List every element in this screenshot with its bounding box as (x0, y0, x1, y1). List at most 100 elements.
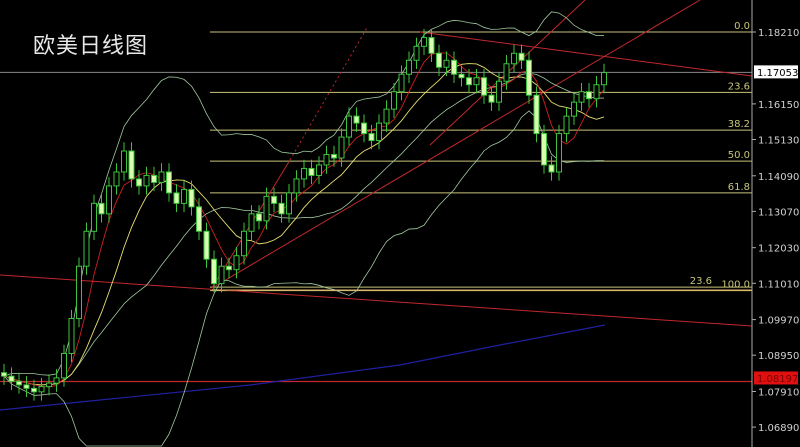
candle-body (548, 164, 555, 173)
price-tick-label: 1.08950 (758, 351, 799, 362)
trend-line (0, 274, 753, 327)
fib-level-label: 50.0 (728, 150, 750, 161)
candle-body (61, 352, 67, 379)
fib-level-label: 23.6 (690, 276, 712, 287)
candle-body (188, 188, 195, 208)
candle-body (121, 150, 127, 173)
price-tick-label: 1.11010 (758, 279, 799, 290)
candle-body (518, 52, 525, 61)
candle-body (488, 94, 495, 103)
candle-body (331, 154, 337, 159)
candle-body (526, 59, 532, 96)
candle-body (1, 372, 7, 377)
candle-body (443, 59, 450, 68)
candle-body (376, 122, 382, 142)
current-price-tag: 1.17053 (757, 68, 798, 79)
fib-level-label: 38.2 (728, 119, 750, 130)
candle-body (473, 77, 480, 86)
candle-body (323, 154, 330, 166)
candle-body (218, 265, 225, 285)
candle-body (338, 136, 345, 159)
candle-body (196, 206, 202, 232)
candle-body (31, 387, 37, 393)
candle-body (143, 174, 150, 187)
candle-body (601, 71, 607, 86)
candle-body (106, 185, 112, 215)
candle-body (128, 150, 135, 180)
price-tick-label: 1.09970 (758, 316, 799, 327)
candle-body (368, 133, 375, 142)
candle-body (23, 384, 30, 389)
price-tick-label: 1.13070 (758, 207, 799, 218)
trend-line-dotted (289, 25, 369, 161)
candle-body (166, 171, 172, 194)
candle-body (293, 178, 300, 194)
candle-body (571, 101, 577, 117)
current-price-tag-bg (754, 65, 798, 79)
candle-body (211, 258, 217, 285)
marked-price-tag: 1.08197 (757, 374, 798, 385)
candles (1, 28, 607, 401)
price-tick-label: 1.12030 (758, 244, 799, 255)
candle-body (421, 37, 427, 47)
candle-body (16, 380, 22, 386)
candle-body (481, 77, 487, 96)
price-tick-label: 1.14090 (758, 172, 799, 183)
bollinger-upper-band (3, 11, 605, 377)
long-moving-average (0, 324, 606, 411)
candle-body (151, 174, 157, 183)
candle-body (203, 230, 210, 260)
candle-body (496, 80, 502, 103)
candle-body (8, 375, 15, 382)
candle-body (113, 171, 120, 187)
candle-body (181, 188, 187, 204)
bollinger-middle-band (3, 72, 605, 386)
candle-body (53, 377, 60, 384)
candle-body (541, 133, 547, 166)
candle-body (271, 195, 277, 204)
price-tick-label: 1.15130 (758, 135, 799, 146)
candle-body (316, 164, 322, 176)
bollinger-lower-band (3, 110, 605, 447)
price-tick-label: 1.06890 (758, 423, 799, 434)
candle-body (46, 382, 52, 388)
candle-body (83, 230, 90, 267)
fib-level-label: 61.8 (728, 182, 750, 193)
candle-body (556, 133, 562, 173)
candle-body (436, 52, 442, 68)
candle-body (158, 171, 165, 183)
candle-body (586, 91, 592, 100)
candle-body (248, 213, 255, 232)
candle-body (451, 59, 457, 75)
candle-body (593, 84, 600, 100)
candle-body (511, 52, 517, 65)
price-tick-label: 1.16150 (758, 100, 799, 111)
candle-body (533, 94, 540, 135)
chart-title: 欧美日线图 (33, 34, 149, 59)
candle-body (241, 230, 247, 257)
candle-body (98, 202, 105, 215)
candle-body (413, 45, 420, 61)
candle-body (38, 386, 45, 393)
marked-price-tag-bg (754, 371, 798, 385)
candle-body (353, 115, 360, 124)
candle-body (233, 255, 240, 271)
candle-body (466, 77, 472, 86)
fib-level-label: 100.0 (721, 280, 750, 291)
price-tick-label: 1.18210 (758, 28, 799, 39)
candle-body (286, 192, 292, 215)
candle-body (173, 192, 180, 204)
candle-body (361, 122, 367, 135)
candle-body (301, 167, 307, 180)
candle-body (578, 91, 585, 103)
candle-body (256, 213, 262, 222)
trend-line (211, 0, 701, 289)
fib-level-label: 23.6 (728, 81, 750, 92)
candle-body (263, 195, 270, 222)
candle-body (68, 318, 75, 354)
candle-body (406, 59, 412, 75)
candle-body (76, 265, 82, 320)
candle-body (428, 37, 435, 54)
candle-body (346, 115, 352, 138)
